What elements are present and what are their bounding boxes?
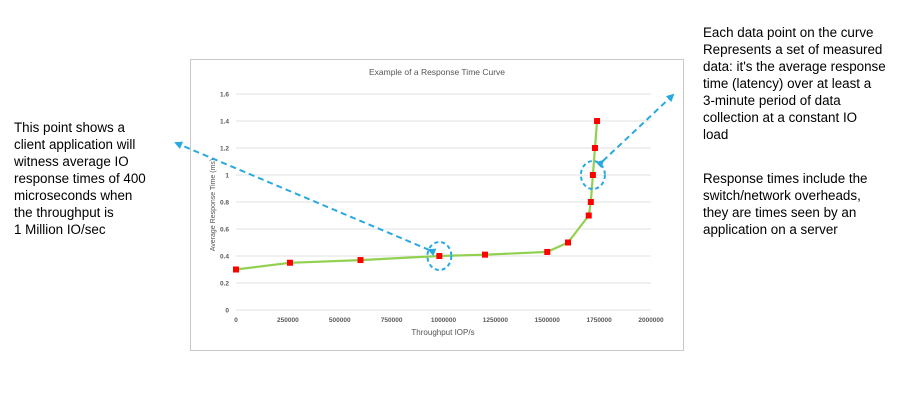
data-point-marker [594, 118, 601, 124]
y-tick-label: 0.4 [220, 254, 229, 261]
y-tick-label: 0.2 [220, 281, 229, 288]
y-tick-label: 0.8 [220, 200, 229, 207]
y-tick-label: 0 [225, 308, 229, 315]
x-tick-label: 750000 [381, 317, 403, 324]
chart-title: Example of a Response Time Curve [369, 67, 505, 77]
x-tick-label: 1250000 [483, 317, 509, 324]
x-tick-label: 1750000 [586, 317, 612, 324]
x-tick-label: 250000 [277, 317, 299, 324]
data-point-marker [482, 251, 488, 258]
highlight-circle [426, 241, 453, 271]
data-point-marker [286, 259, 293, 266]
y-tick-label: 1.6 [220, 92, 229, 99]
data-point-marker [233, 266, 239, 273]
y-tick-label: 1.2 [220, 146, 229, 153]
y-tick-label: 0.6 [220, 227, 229, 234]
x-tick-label: 0 [234, 317, 238, 324]
left-pointer-arrow [174, 141, 437, 257]
data-point-marker [589, 172, 596, 178]
x-tick-label: 1000000 [431, 317, 457, 324]
data-point-marker [357, 257, 364, 264]
left-annotation-text: This point shows a client application wi… [14, 120, 146, 237]
data-point-marker [565, 239, 571, 246]
x-tick-label: 500000 [329, 317, 351, 324]
series-line [235, 120, 599, 271]
data-point-marker [591, 145, 598, 151]
right-annotation-text-data-points: Each data point on the curve Represents … [703, 25, 886, 142]
y-tick-label: 1.4 [220, 119, 229, 126]
data-point-marker [544, 248, 551, 255]
x-axis-label: Throughput IOP/s [411, 328, 474, 337]
right-pointer-arrow [595, 93, 675, 169]
data-point-marker [585, 212, 592, 219]
x-tick-label: 1500000 [535, 317, 561, 324]
y-axis-label: Average Response Time (ms) [210, 159, 217, 251]
y-tick-label: 1 [225, 173, 229, 180]
x-tick-label: 2000000 [638, 317, 664, 324]
highlight-circle [579, 160, 606, 190]
right-annotation-text-overheads: Response times include the switch/networ… [703, 171, 868, 237]
data-point-marker [587, 199, 594, 205]
data-point-marker [436, 253, 443, 259]
